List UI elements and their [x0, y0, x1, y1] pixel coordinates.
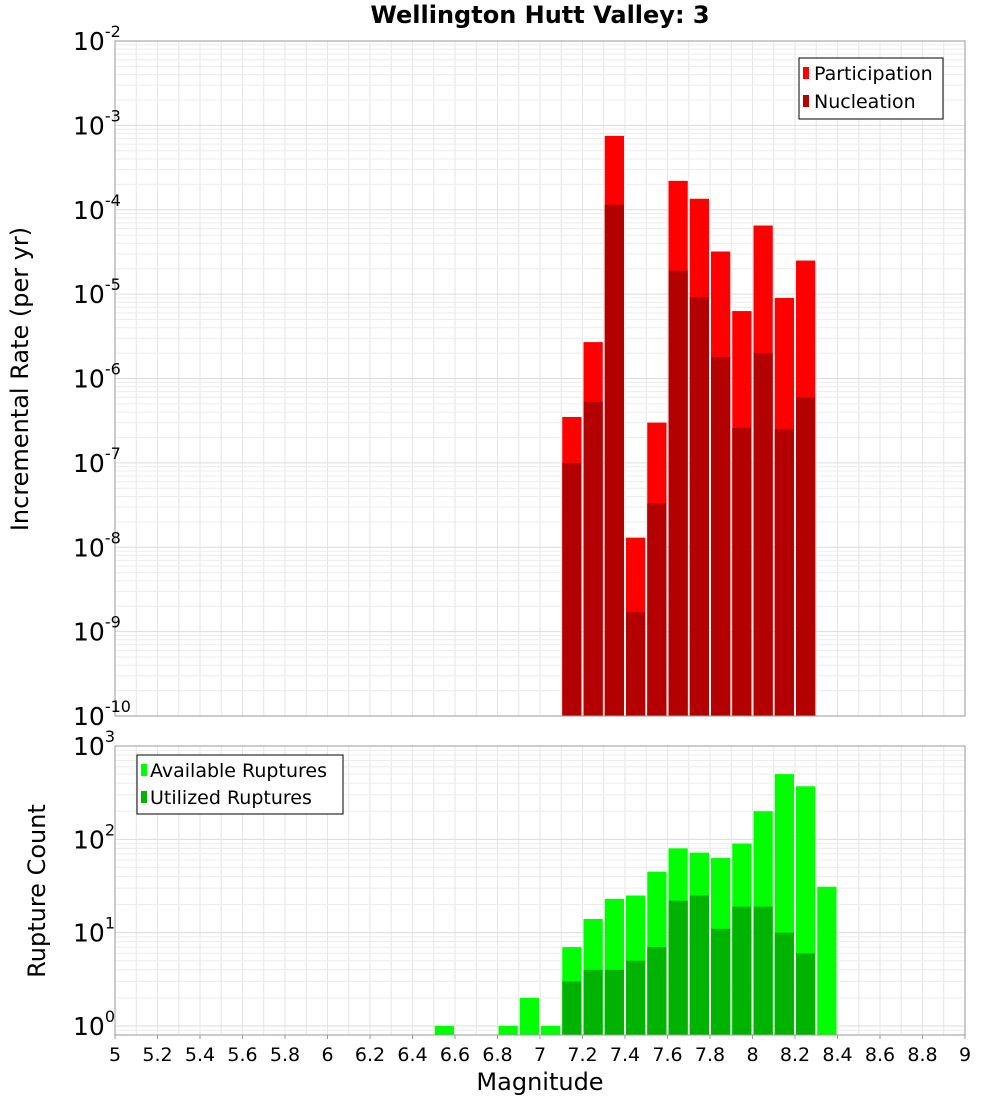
x-tick-label: 7.8 [695, 1044, 725, 1066]
count-plot-x-ticks: 5 5.2 5.4 5.6 5.8 6 6.2 6.4 6.6 6.8 7 7.2 7.4 7.6 7.8 8… [109, 1035, 971, 1066]
utilized-ruptures-bar [583, 969, 603, 1035]
nucleation-bar [732, 427, 752, 716]
rate-plot-frame [114, 40, 966, 717]
x-tick-label: 9 [959, 1044, 971, 1066]
nucleation-bar [753, 353, 773, 716]
utilized-ruptures-bar [774, 932, 794, 1035]
x-axis-label: Magnitude [476, 1068, 603, 1096]
x-tick-label: 5.2 [142, 1044, 172, 1066]
nucleation-bar [796, 397, 816, 716]
x-tick-label: 8.6 [865, 1044, 895, 1066]
available-ruptures-bar [817, 886, 837, 1035]
x-tick-label: 6.4 [397, 1044, 427, 1066]
x-tick-label: 8.4 [822, 1044, 852, 1066]
legend-swatch-nucleation [803, 95, 809, 107]
y-tick-label: 10-2 [73, 22, 121, 56]
count-plot-y-label: Rupture Count [23, 804, 51, 978]
y-tick-label: 101 [73, 914, 115, 948]
x-tick-label: 5.4 [185, 1044, 215, 1066]
rate-plot-y-ticks: 10-10 10-9 10-8 10-7 10-6 10-5 10-4 10-3 10-2 [73, 22, 131, 731]
legend-frame [136, 754, 344, 815]
y-tick-label: 10-5 [73, 275, 121, 309]
utilized-ruptures-bar [647, 947, 667, 1035]
y-tick-label: 10-3 [73, 106, 121, 140]
x-tick-label: 7.6 [652, 1044, 682, 1066]
y-tick-label: 10-9 [73, 613, 121, 647]
legend-frame [798, 57, 944, 120]
utilized-ruptures-bar [562, 981, 582, 1035]
utilized-ruptures-bar [626, 960, 646, 1035]
utilized-ruptures-bar [753, 906, 773, 1035]
x-tick-label: 6.6 [440, 1044, 470, 1066]
nucleation-bar [583, 401, 603, 716]
available-ruptures-bar [519, 997, 539, 1035]
y-tick-label: 103 [73, 727, 115, 761]
y-tick-label: 102 [73, 820, 115, 854]
utilized-ruptures-bar [711, 928, 731, 1035]
x-tick-label: 7.4 [610, 1044, 640, 1066]
y-tick-label: 10-6 [73, 360, 121, 394]
utilized-ruptures-bar [668, 900, 688, 1035]
y-tick-label: 10-8 [73, 528, 121, 562]
rate-plot-legend: Participation Nucleation [798, 57, 944, 120]
legend-label-available: Available Ruptures [150, 760, 327, 782]
legend-swatch-available [141, 764, 147, 776]
x-tick-label: 5.6 [227, 1044, 257, 1066]
x-tick-label: 6.2 [355, 1044, 385, 1066]
x-tick-label: 7.2 [567, 1044, 597, 1066]
count-plot-legend: Available Ruptures Utilized Ruptures [136, 754, 344, 815]
count-plot-y-ticks: 100 101 102 103 [73, 727, 115, 1041]
available-ruptures-bar [541, 1025, 561, 1035]
x-tick-label: 8.2 [780, 1044, 810, 1066]
count-plot-bars [434, 774, 837, 1035]
x-tick-label: 8.8 [907, 1044, 937, 1066]
legend-swatch-utilized [141, 791, 147, 803]
nucleation-bar [689, 297, 709, 716]
y-tick-label: 10-10 [73, 697, 131, 731]
rate-plot-y-label: Incremental Rate (per yr) [6, 227, 34, 531]
nucleation-bar [604, 204, 624, 717]
chart-title: Wellington Hutt Valley: 3 [370, 1, 709, 29]
available-ruptures-bar [434, 1025, 454, 1035]
rate-plot-bars [562, 135, 816, 717]
nucleation-bar [774, 429, 794, 716]
utilized-ruptures-bar [732, 906, 752, 1035]
nucleation-bar [711, 356, 731, 716]
available-ruptures-bar [498, 1025, 518, 1035]
nucleation-bar [668, 270, 688, 716]
legend-label-utilized: Utilized Ruptures [150, 787, 312, 809]
legend-label-participation: Participation [814, 63, 933, 85]
y-tick-label: 100 [73, 1007, 115, 1041]
nucleation-bar [626, 612, 646, 716]
y-tick-label: 10-7 [73, 444, 121, 478]
utilized-ruptures-bar [796, 953, 816, 1035]
x-tick-label: 7 [534, 1044, 546, 1066]
nucleation-bar [647, 503, 667, 716]
x-tick-label: 6 [321, 1044, 333, 1066]
utilized-ruptures-bar [689, 895, 709, 1035]
x-tick-label: 5.8 [270, 1044, 300, 1066]
nucleation-bar [562, 462, 582, 716]
y-tick-label: 10-4 [73, 191, 121, 225]
legend-label-nucleation: Nucleation [814, 91, 916, 113]
x-tick-label: 5 [109, 1044, 121, 1066]
rate-plot-grid [114, 40, 966, 717]
legend-swatch-participation [803, 67, 809, 79]
x-tick-label: 8 [746, 1044, 758, 1066]
x-tick-label: 6.8 [482, 1044, 512, 1066]
utilized-ruptures-bar [604, 969, 624, 1035]
